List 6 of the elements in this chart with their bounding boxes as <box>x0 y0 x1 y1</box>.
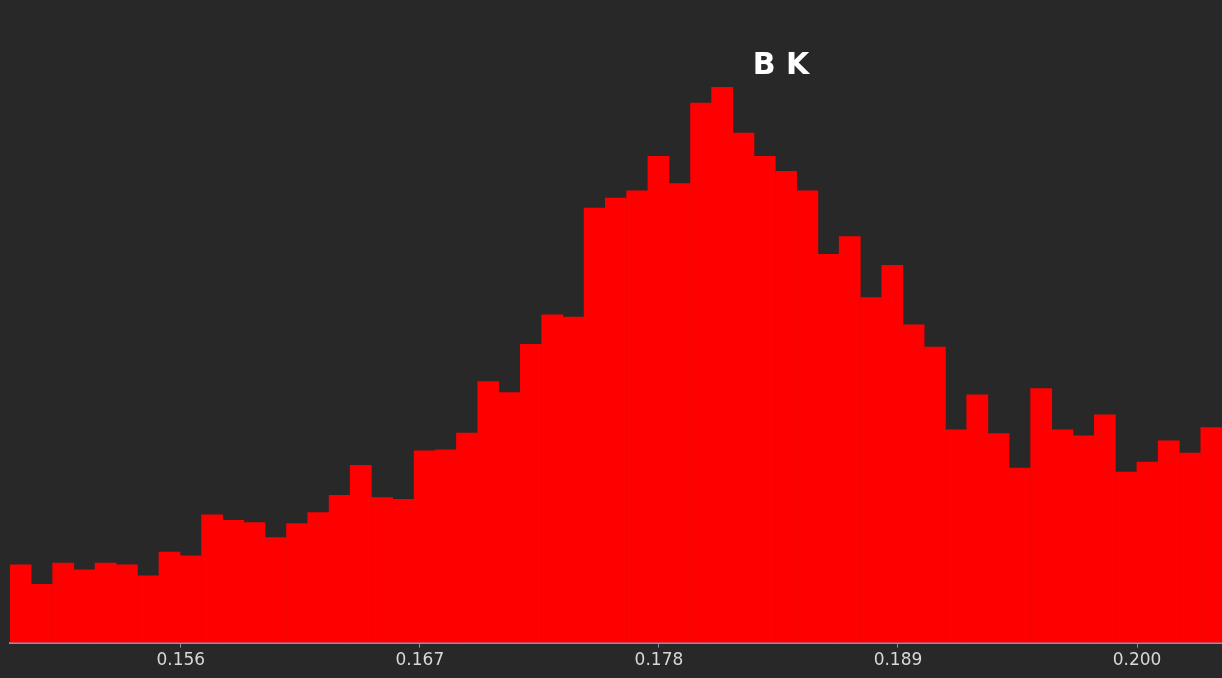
x-tick-label: 0.200 <box>1112 649 1162 670</box>
x-tick-label: 0.189 <box>873 649 923 670</box>
x-tick-label: 0.167 <box>395 649 445 670</box>
x-tick-label: 0.156 <box>156 649 206 670</box>
x-tick-label: 0.178 <box>634 649 684 670</box>
text: B K <box>752 45 812 81</box>
